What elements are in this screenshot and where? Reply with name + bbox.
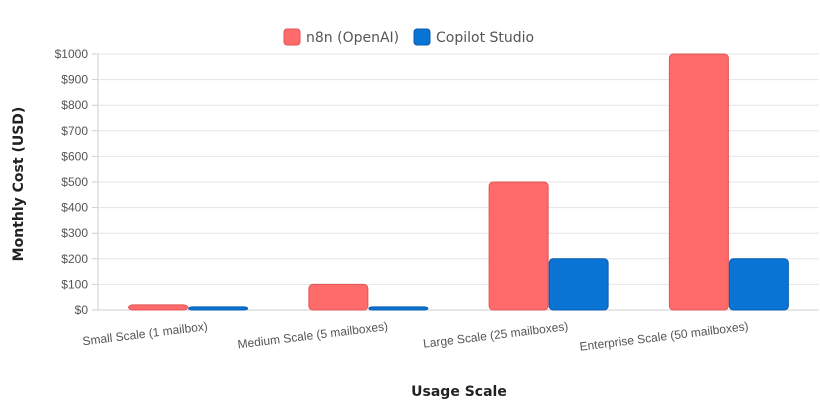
y-tick-label: $800 xyxy=(61,98,88,112)
y-tick-label: $200 xyxy=(61,252,88,266)
bar-n8n-3[interactable] xyxy=(668,53,729,311)
bar-n8n-1[interactable] xyxy=(308,283,369,311)
bar-copilot-0[interactable] xyxy=(188,306,249,311)
y-tick-label: $100 xyxy=(61,277,88,291)
y-tick-label: $0 xyxy=(75,303,89,317)
legend-swatch[interactable] xyxy=(413,28,431,46)
y-tick-label: $300 xyxy=(61,226,88,240)
y-axis-ticks: $0 $100 $200 $300 $400 $500 $600 $700 $800 $900 $1… xyxy=(55,47,89,317)
x-category-label: Small Scale (1 mailbox) xyxy=(82,319,209,348)
legend-swatch[interactable] xyxy=(283,28,301,46)
x-axis-title: Usage Scale xyxy=(411,384,507,400)
legend: n8n (OpenAI) Copilot Studio xyxy=(283,28,534,46)
bars-layer xyxy=(128,53,789,311)
x-category-label: Medium Scale (5 mailboxes) xyxy=(237,319,389,351)
y-tick-label: $500 xyxy=(61,175,88,189)
bar-n8n-2[interactable] xyxy=(488,181,549,311)
y-tick-label: $600 xyxy=(61,149,88,163)
bar-copilot-1[interactable] xyxy=(368,306,429,311)
bar-n8n-0[interactable] xyxy=(128,304,189,311)
x-axis-categories: Small Scale (1 mailbox) Medium Scale (5 m… xyxy=(82,319,750,354)
y-tick-label: $400 xyxy=(61,201,88,215)
y-tick-label: $900 xyxy=(61,73,88,87)
legend-label[interactable]: n8n (OpenAI) xyxy=(306,30,399,46)
y-axis-title: Monthly Cost (USD) xyxy=(11,107,27,262)
x-category-label: Large Scale (25 mailboxes) xyxy=(422,319,569,351)
bar-copilot-3[interactable] xyxy=(728,258,789,311)
bar-copilot-2[interactable] xyxy=(548,258,609,311)
y-tick-label: $700 xyxy=(61,124,88,138)
x-category-label: Enterprise Scale (50 mailboxes) xyxy=(579,319,750,354)
legend-label[interactable]: Copilot Studio xyxy=(436,30,534,46)
y-tick-label: $1000 xyxy=(55,47,89,61)
